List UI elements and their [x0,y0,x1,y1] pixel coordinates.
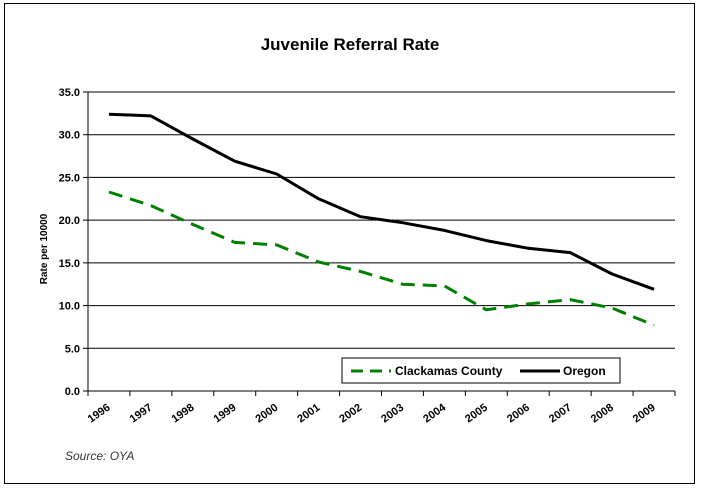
x-tick-label: 2003 [379,402,406,426]
x-tick-label: 2000 [253,402,280,426]
y-tick-label: 25.0 [59,172,80,184]
chart-title: Juvenile Referral Rate [261,35,440,54]
gridlines [88,91,675,392]
x-tick-label: 1999 [212,402,239,426]
y-tick-label: 5.0 [65,343,80,355]
x-tick-label: 2007 [547,402,574,426]
x-tick-label: 2009 [631,402,658,426]
x-tick-label: 2008 [589,402,616,426]
line-chart: Juvenile Referral Rate 0.0 5.0 10.0 15.0 20.… [39,35,676,463]
series-lines [108,112,655,327]
x-tick-label: 2002 [337,402,364,426]
series-line-clackamas-county [108,190,655,327]
series-line-oregon [108,112,655,291]
y-axis-ticks: 0.0 5.0 10.0 15.0 20.0 25.0 30.0 35.0 [59,87,89,398]
y-tick-label: 0.0 [65,386,80,398]
x-tick-label: 2004 [421,401,449,425]
x-tick-label: 2006 [505,402,532,426]
x-tick-label: 2001 [295,402,322,426]
y-tick-label: 20.0 [59,215,80,227]
x-tick-label: 1998 [170,402,197,426]
source-note: Source: OYA [65,449,134,463]
legend-label-clackamas: Clackamas County [395,364,503,378]
y-tick-label: 15.0 [59,258,80,270]
y-tick-label: 30.0 [59,130,80,142]
legend: Clackamas County Oregon [341,357,621,384]
x-tick-label: 1997 [128,402,155,426]
y-tick-label: 35.0 [59,87,80,99]
x-axis-ticks: 1996 1997 1998 1999 2000 2001 2002 2003 2004 2005… [86,391,676,426]
legend-box [341,357,621,384]
x-tick-label: 1996 [86,402,113,426]
chart-frame: Juvenile Referral Rate 0.0 5.0 10.0 15.0 20.… [4,3,695,484]
y-tick-label: 10.0 [59,301,80,313]
y-axis-label: Rate per 10000 [39,213,50,284]
x-tick-label: 2005 [463,402,490,426]
legend-label-oregon: Oregon [563,364,606,378]
